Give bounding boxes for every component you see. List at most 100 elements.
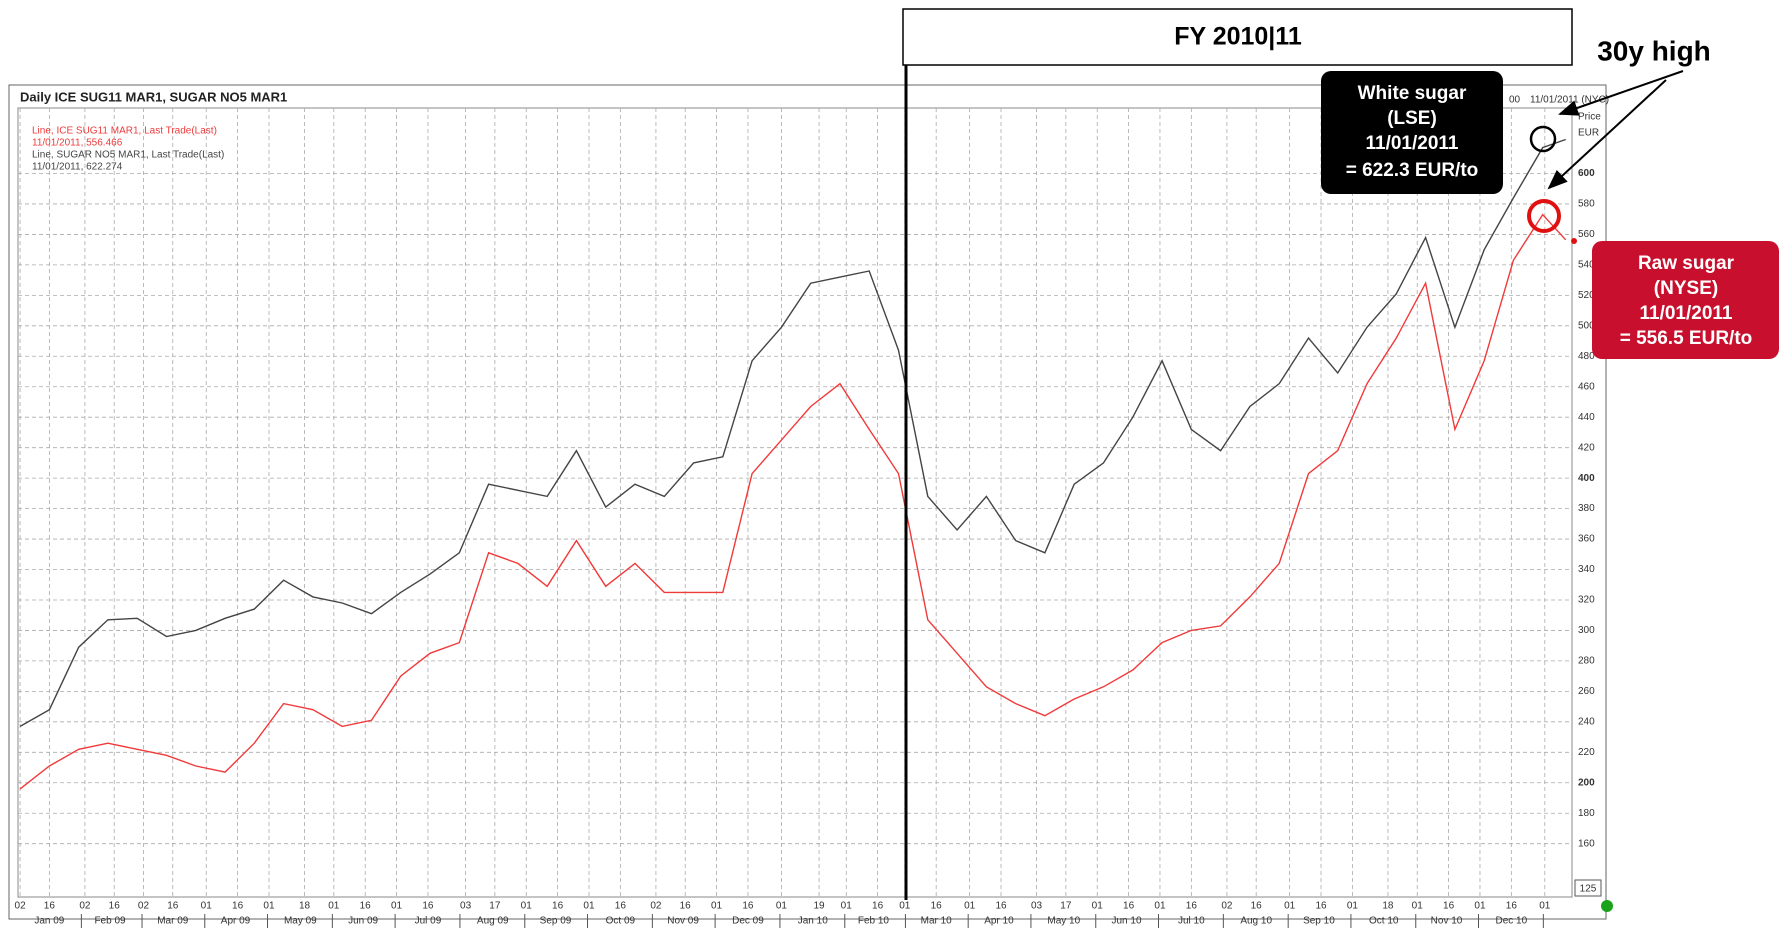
highlight-circle — [1527, 199, 1561, 233]
x-tick-label: 02 — [650, 901, 662, 912]
x-tick-label: 16 — [44, 901, 56, 912]
month-label: Jan 09 — [34, 916, 64, 927]
x-tick-label: 01 — [841, 901, 853, 912]
x-tick-label: 01 — [201, 901, 213, 912]
month-label: Jan 10 — [798, 916, 828, 927]
corner-label: 00 — [1509, 95, 1521, 106]
chart-title: Daily ICE SUG11 MAR1, SUGAR NO5 MAR1 — [20, 89, 287, 104]
legend-entry: Line, ICE SUG11 MAR1, Last Trade(Last) — [32, 126, 217, 137]
legend-entry: Line, SUGAR NO5 MAR1, Last Trade(Last) — [32, 150, 224, 161]
x-tick-label: 16 — [1251, 901, 1263, 912]
month-label: May 10 — [1047, 916, 1080, 927]
x-tick-label: 17 — [1060, 901, 1072, 912]
x-tick-label: 01 — [1092, 901, 1104, 912]
month-label: Mar 09 — [157, 916, 189, 927]
month-label: Oct 10 — [1369, 916, 1399, 927]
highlight-circle — [1529, 125, 1557, 153]
month-label: Aug 09 — [477, 916, 509, 927]
y-tick-label: 320 — [1578, 595, 1595, 606]
y-tick-label: 600 — [1578, 168, 1595, 179]
month-label: Dec 10 — [1496, 916, 1528, 927]
x-tick-label: 01 — [1154, 901, 1166, 912]
month-label: Jun 09 — [348, 916, 378, 927]
month-label: Mar 10 — [921, 916, 953, 927]
month-label: Apr 09 — [221, 916, 251, 927]
x-tick-label: 01 — [1474, 901, 1486, 912]
x-tick-label: 18 — [1382, 901, 1394, 912]
x-tick-label: 01 — [521, 901, 533, 912]
y-tick-label: 440 — [1578, 412, 1595, 423]
callout-text: Raw sugar — [1638, 253, 1735, 274]
x-tick-label: 16 — [615, 901, 627, 912]
x-tick-label: 16 — [167, 901, 179, 912]
x-tick-label: 03 — [460, 901, 472, 912]
x-tick-label: 16 — [1186, 901, 1198, 912]
x-tick-label: 16 — [995, 901, 1007, 912]
x-tick-label: 19 — [813, 901, 825, 912]
x-tick-label: 16 — [742, 901, 754, 912]
current-box — [1574, 879, 1602, 897]
x-tick-label: 18 — [299, 901, 311, 912]
fy-label: FY 2010|11 — [1174, 23, 1302, 51]
plot-frame — [17, 107, 1573, 898]
x-tick-label: 01 — [583, 901, 595, 912]
x-tick-label: 01 — [964, 901, 976, 912]
x-tick-label: 01 — [776, 901, 788, 912]
callout-text: 11/01/2011 — [1640, 303, 1733, 324]
last-dot — [1571, 238, 1577, 244]
month-label: Feb 09 — [94, 916, 126, 927]
status-dot — [1601, 900, 1613, 912]
callout-text: = 556.5 EUR/to — [1620, 328, 1753, 349]
x-tick-label: 01 — [1347, 901, 1359, 912]
legend-value: 11/01/2011, 622.274 — [32, 162, 123, 173]
y-tick-label: 220 — [1578, 747, 1595, 758]
raw-callout-box — [1592, 241, 1779, 359]
x-tick-label: 02 — [79, 901, 91, 912]
month-label: Jul 09 — [415, 916, 442, 927]
legend-value: 11/01/2011, 556.466 — [32, 138, 123, 149]
axis-label: Price — [1578, 112, 1601, 123]
month-label: Sep 09 — [540, 916, 572, 927]
y-tick-label: 460 — [1578, 381, 1595, 392]
y-tick-label: 560 — [1578, 229, 1595, 240]
y-tick-label: 420 — [1578, 442, 1595, 453]
month-label: Nov 09 — [667, 916, 699, 927]
y-tick-label: 540 — [1578, 260, 1595, 271]
x-tick-label: 03 — [1031, 901, 1043, 912]
y-tick-label: 500 — [1578, 320, 1595, 331]
white-callout-box — [1321, 71, 1503, 194]
y-tick-label: 520 — [1578, 290, 1595, 301]
y-tick-label: 400 — [1578, 473, 1595, 484]
arrow — [1547, 79, 1667, 190]
y-tick-label: 280 — [1578, 656, 1595, 667]
y-tick-label: 300 — [1578, 625, 1595, 636]
month-label: Aug 10 — [1240, 916, 1272, 927]
series-line — [19, 213, 1567, 790]
callout-text: (LSE) — [1387, 108, 1437, 129]
month-label: Sep 10 — [1303, 916, 1335, 927]
x-tick-label: 16 — [552, 901, 564, 912]
fy-box — [902, 8, 1573, 66]
callout-text: 11/01/2011 — [1366, 133, 1459, 154]
x-tick-label: 01 — [899, 901, 911, 912]
x-tick-label: 16 — [1443, 901, 1455, 912]
x-tick-label: 16 — [109, 901, 121, 912]
x-tick-label: 02 — [138, 901, 150, 912]
x-tick-label: 16 — [931, 901, 943, 912]
y-tick-label: 380 — [1578, 503, 1595, 514]
x-tick-label: 02 — [1221, 901, 1233, 912]
x-tick-label: 16 — [1123, 901, 1135, 912]
arrow — [1558, 70, 1684, 116]
callout-text: White sugar — [1358, 83, 1467, 104]
month-label: Jun 10 — [1111, 916, 1141, 927]
x-tick-label: 02 — [15, 901, 27, 912]
month-label: Feb 10 — [858, 916, 890, 927]
month-label: Apr 10 — [984, 916, 1014, 927]
x-tick-label: 01 — [1539, 901, 1551, 912]
month-label: Oct 09 — [606, 916, 636, 927]
y-tick-label: 480 — [1578, 351, 1595, 362]
x-tick-label: 16 — [1315, 901, 1327, 912]
series-line — [19, 138, 1566, 728]
callout-text: (NYSE) — [1654, 278, 1718, 299]
